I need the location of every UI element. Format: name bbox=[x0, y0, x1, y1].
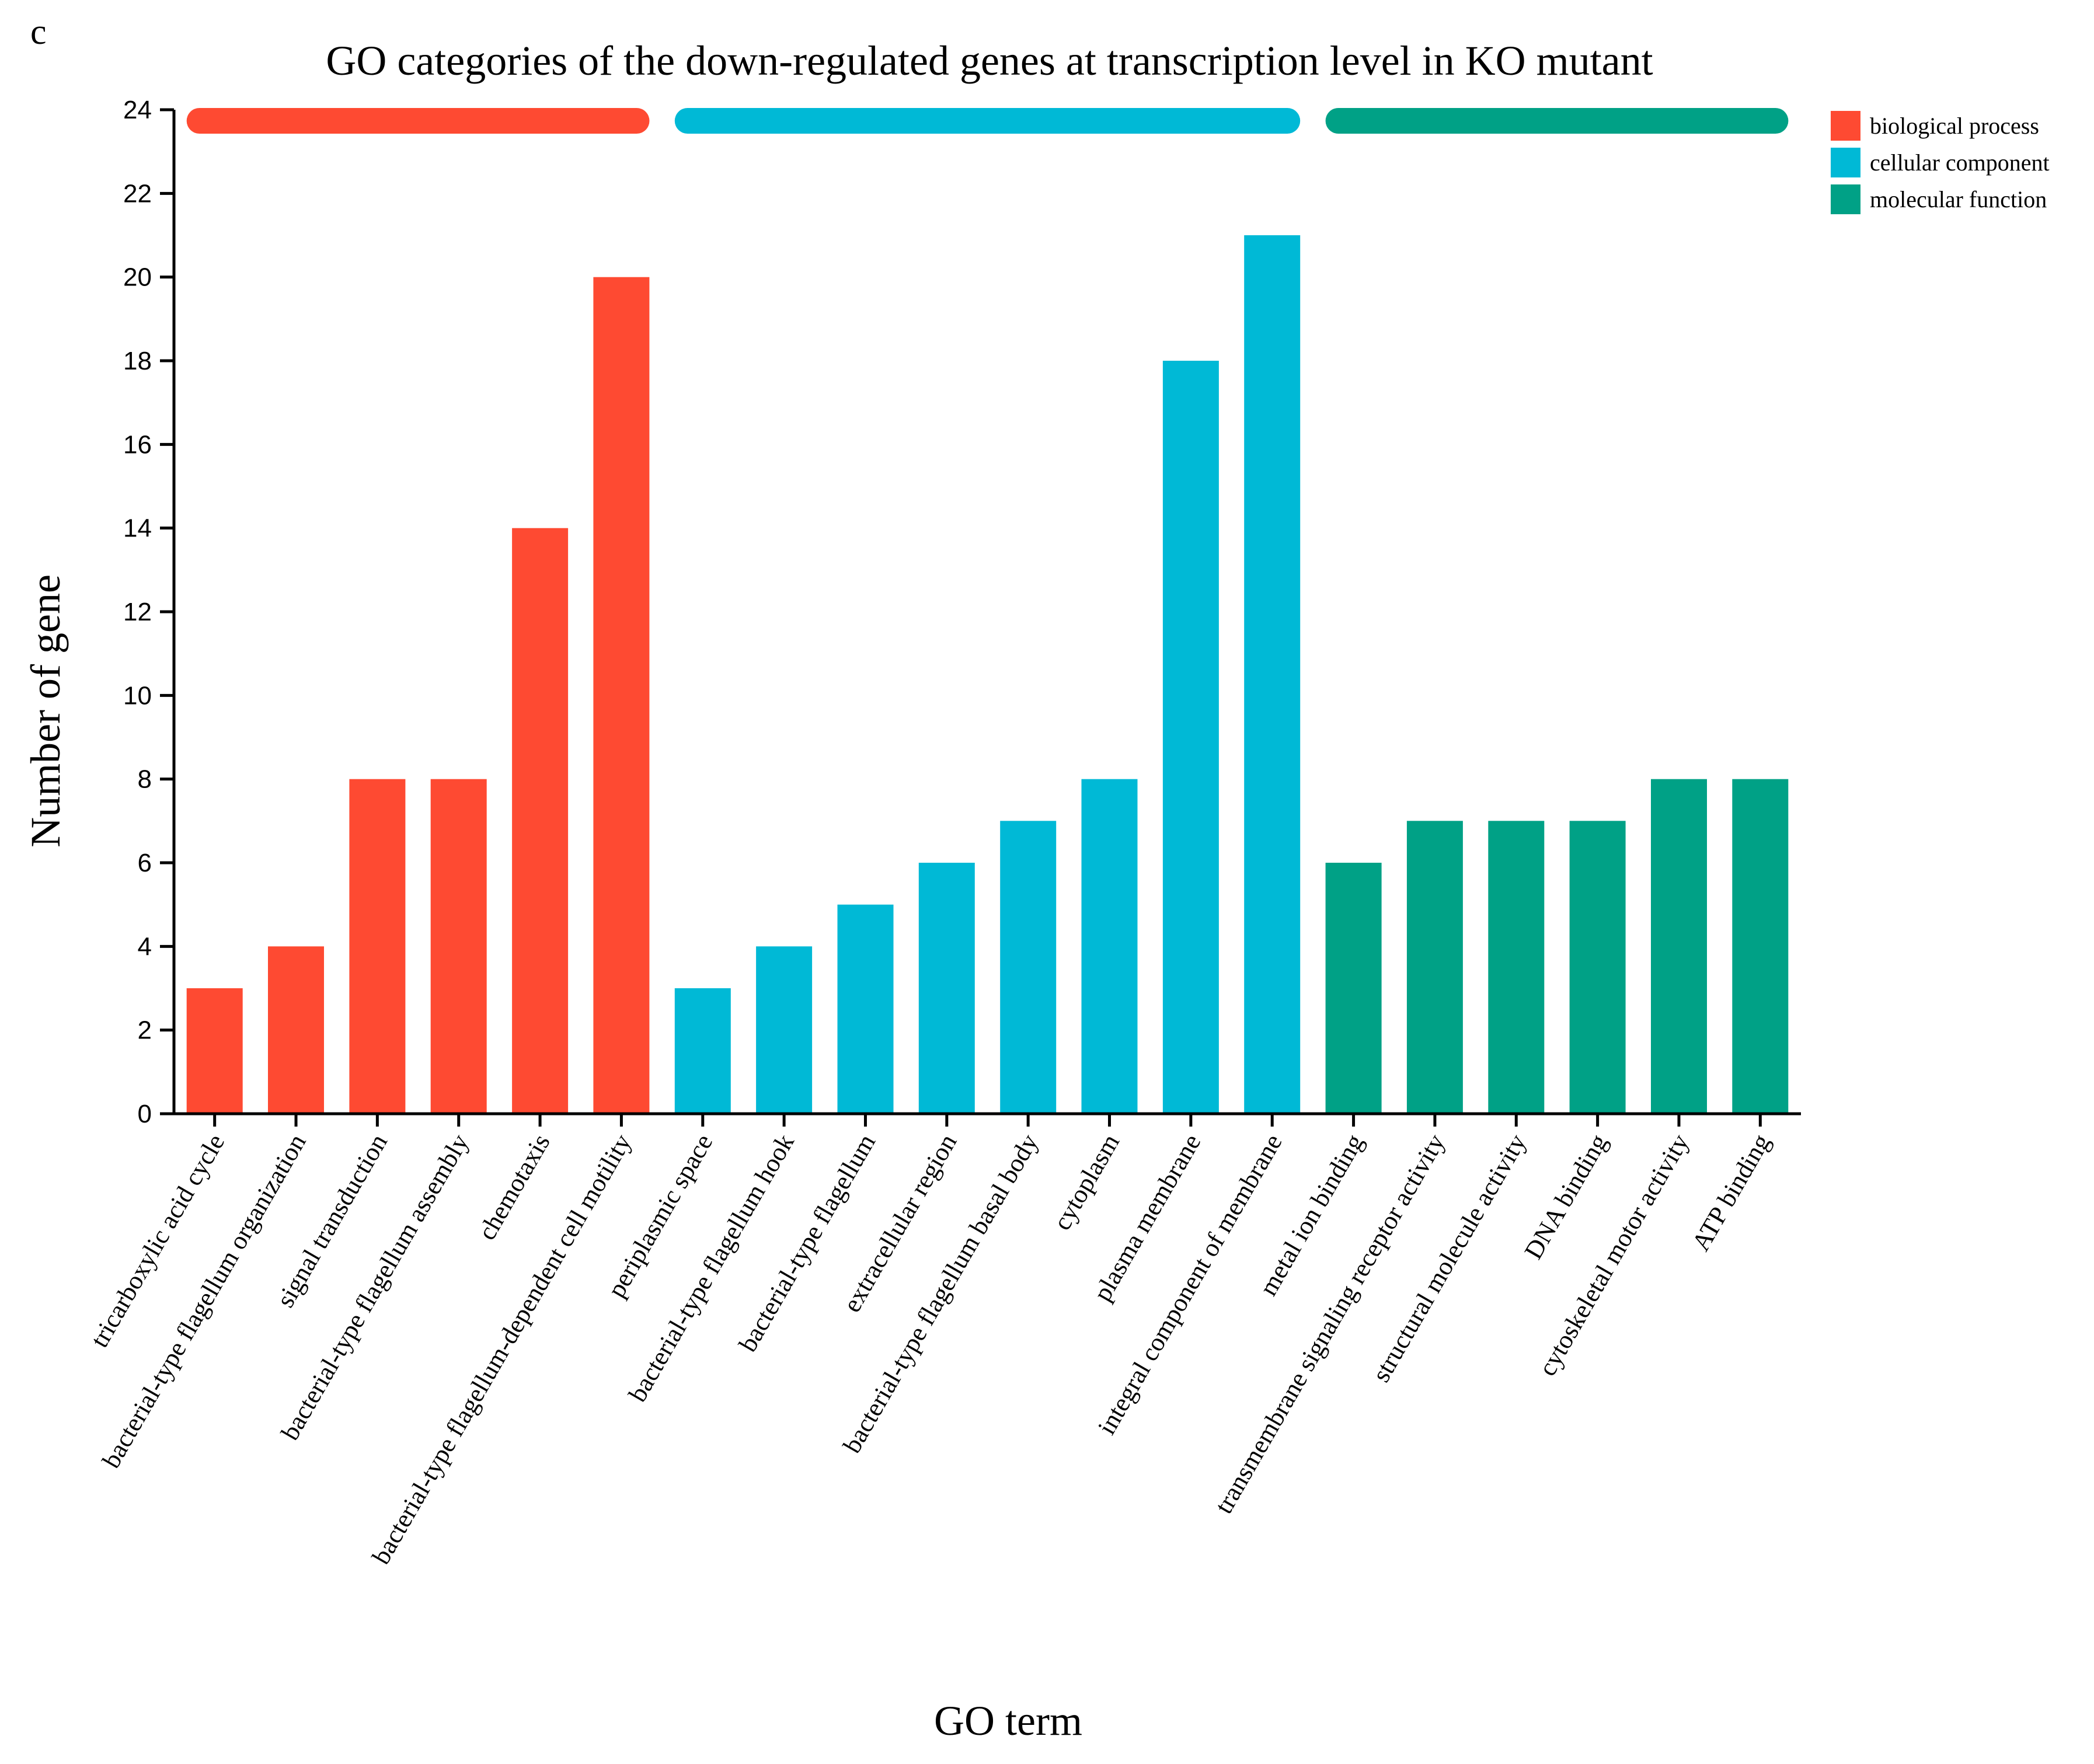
bar-transmembrane-signaling-receptor-activity bbox=[1406, 821, 1463, 1114]
y-tick-label: 6 bbox=[138, 849, 152, 877]
y-tick-label: 20 bbox=[123, 263, 152, 292]
bar-bacterial-type-flagellum-hook bbox=[756, 946, 813, 1114]
y-tick-label: 8 bbox=[138, 765, 152, 794]
x-tick-label-atp-binding: ATP binding bbox=[1686, 1129, 1775, 1256]
group-bar-molecular-function bbox=[1325, 108, 1789, 134]
bar-extracellular-region bbox=[918, 863, 975, 1114]
legend-swatch-cellular-component bbox=[1831, 148, 1860, 177]
legend-label-molecular-function: molecular function bbox=[1870, 186, 2047, 212]
bar-signal-transduction bbox=[349, 779, 406, 1114]
y-tick-label: 4 bbox=[138, 932, 152, 961]
y-tick-label: 12 bbox=[123, 598, 152, 626]
x-tick-label-cytoskeletal-motor-activity: cytoskeletal motor activity bbox=[1533, 1129, 1695, 1381]
y-tick-label: 18 bbox=[123, 347, 152, 375]
bar-dna-binding bbox=[1569, 821, 1626, 1114]
chart-title: GO categories of the down-regulated gene… bbox=[326, 37, 1653, 84]
y-tick-label: 22 bbox=[123, 179, 152, 208]
y-tick-label: 2 bbox=[138, 1016, 152, 1045]
bars bbox=[186, 235, 1789, 1114]
bar-chemotaxis bbox=[512, 528, 569, 1114]
legend-swatch-biological-process bbox=[1831, 111, 1860, 141]
bar-plasma-membrane bbox=[1162, 361, 1219, 1114]
legend-label-biological-process: biological process bbox=[1870, 113, 2039, 139]
bar-bacterial-type-flagellum-basal-body bbox=[1000, 821, 1057, 1114]
bar-cytoplasm bbox=[1081, 779, 1138, 1114]
legend-label-cellular-component: cellular component bbox=[1870, 149, 2050, 176]
x-tick-label-chemotaxis: chemotaxis bbox=[472, 1129, 556, 1245]
bar-cytoskeletal-motor-activity bbox=[1651, 779, 1707, 1114]
legend-swatch-molecular-function bbox=[1831, 184, 1860, 214]
bar-bacterial-type-flagellum-assembly bbox=[430, 779, 487, 1114]
y-tick-label: 16 bbox=[123, 430, 152, 459]
bar-metal-ion-binding bbox=[1325, 863, 1382, 1114]
y-tick-label: 0 bbox=[138, 1100, 152, 1128]
x-tick-label-bacterial-type-flagellum-hook: bacterial-type flagellum hook bbox=[623, 1129, 800, 1407]
y-tick-label: 10 bbox=[123, 681, 152, 710]
legend: biological process cellular component mole… bbox=[1831, 111, 2050, 214]
y-axis-label: Number of gene bbox=[22, 574, 69, 848]
x-tick-label-structural-molecule-activity: structural molecule activity bbox=[1367, 1129, 1532, 1387]
bar-integral-component-of-membrane bbox=[1244, 235, 1301, 1114]
category-group-bars bbox=[186, 108, 1789, 134]
group-bar-biological-process bbox=[186, 108, 650, 134]
bar-tricarboxylic-acid-cycle bbox=[186, 988, 243, 1114]
bar-structural-molecule-activity bbox=[1488, 821, 1545, 1114]
panel-label: c bbox=[30, 12, 47, 52]
y-tick-label: 14 bbox=[123, 514, 152, 543]
group-bar-cellular-component bbox=[674, 108, 1301, 134]
bar-bacterial-type-flagellum bbox=[837, 904, 894, 1114]
x-axis-label: GO term bbox=[934, 1697, 1082, 1744]
bar-periplasmic-space bbox=[674, 988, 731, 1114]
x-tick-label-dna-binding: DNA binding bbox=[1519, 1129, 1614, 1264]
bar-atp-binding bbox=[1732, 779, 1789, 1114]
bar-bacterial-type-flagellum-organization bbox=[268, 946, 324, 1114]
bar-bacterial-type-flagellum-dependent-cell-motility bbox=[593, 277, 650, 1114]
y-tick-label: 24 bbox=[123, 96, 152, 124]
x-tick-label-cytoplasm: cytoplasm bbox=[1047, 1129, 1125, 1235]
